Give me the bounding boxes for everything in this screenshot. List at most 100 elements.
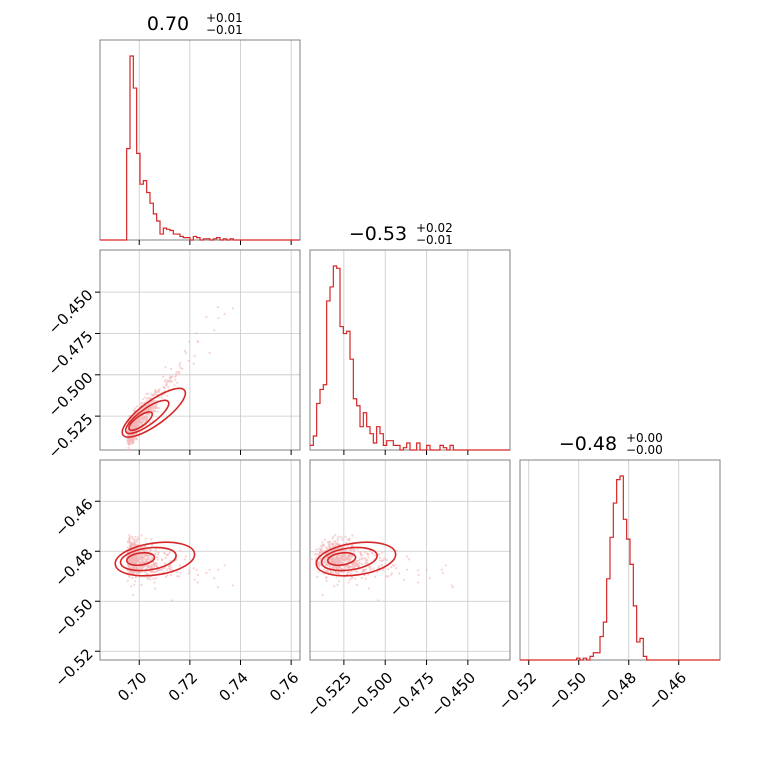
sample-point [351,565,354,568]
sample-point [156,556,159,559]
sample-point [164,366,167,369]
sample-point [335,571,338,575]
sample-point [334,540,337,543]
sample-point [126,546,129,549]
param-title-lower-2: −0.01 [416,233,453,247]
sample-point [330,561,333,564]
sample-point [383,557,386,560]
sample-point [338,535,341,538]
sample-point [149,578,152,581]
sample-point [359,554,362,557]
sample-point [135,571,139,575]
sample-point [153,564,156,568]
sample-point [317,570,320,573]
sample-point [133,567,136,570]
sample-point [346,538,349,541]
sample-point [351,534,354,537]
sample-point [334,534,337,537]
sample-point [325,547,328,551]
sample-point [157,553,160,556]
y-tick-label: −0.450 [45,286,97,338]
sample-point [187,359,190,362]
sample-point [336,541,339,545]
sample-point [148,576,151,579]
sample-point [323,561,326,564]
sample-point [369,567,372,570]
sample-point [360,576,363,580]
param-title-2: −0.53 [349,223,407,245]
sample-point [405,555,408,558]
sample-point [324,563,327,567]
sample-point [188,340,191,343]
sample-point [135,540,138,543]
sample-point [158,568,161,571]
sample-point [168,551,171,554]
sample-point [335,576,338,579]
sample-point [134,580,137,583]
sample-point [144,548,147,551]
sample-point [153,399,156,402]
sample-point [140,583,143,587]
sample-point [142,398,145,401]
param-title-upper-1: +0.01 [206,11,243,25]
sample-point [350,554,353,558]
sample-point [142,402,145,405]
sample-point [164,378,167,382]
sample-point [147,412,150,416]
sample-point [157,388,160,391]
sample-point [315,552,318,556]
sample-point [311,558,314,561]
sample-point [324,558,327,562]
sample-point [340,554,343,557]
sample-point [408,558,411,561]
sample-point [322,568,325,571]
sample-point [146,566,149,570]
sample-point [160,396,163,399]
sample-point [231,307,234,310]
x-tick-label: −0.50 [545,669,590,714]
sample-point [337,554,340,557]
sample-point [135,426,138,429]
sample-point [322,544,325,547]
sample-point [138,419,141,422]
sample-point [147,558,150,561]
sample-point [342,553,345,556]
sample-point [328,545,331,548]
sample-point [183,558,187,561]
x-tick-label: 0.76 [266,669,302,705]
sample-point [364,562,367,565]
x-tick-label: −0.500 [345,669,397,721]
sample-point [137,536,140,539]
sample-point [196,573,199,577]
y-tick-label: −0.48 [51,545,96,590]
sample-point [151,543,154,546]
param-title-1: 0.70 [147,13,189,35]
sample-point [317,561,321,564]
sample-point [139,418,142,421]
sample-point [358,550,361,554]
sample-point [327,570,330,573]
sample-point [195,332,198,335]
sample-point [395,567,398,570]
sample-point [372,567,375,570]
sample-point [133,421,136,424]
sample-point [184,555,187,558]
sample-point [417,581,420,584]
sample-point [354,570,357,573]
y-tick-label: −0.50 [51,595,96,640]
sample-point [137,561,141,564]
sample-point [353,565,356,568]
sample-point [181,367,184,370]
sample-point [126,579,129,582]
y-tick-label: −0.525 [45,410,97,462]
histogram-1 [100,55,300,241]
sample-point [358,564,361,568]
sample-point [150,406,153,409]
sample-point [131,537,134,541]
sample-point [352,550,355,553]
sample-point [321,541,324,544]
sample-point [336,539,339,542]
sample-point [217,317,220,320]
sample-point [329,565,332,568]
sample-point [403,578,406,581]
